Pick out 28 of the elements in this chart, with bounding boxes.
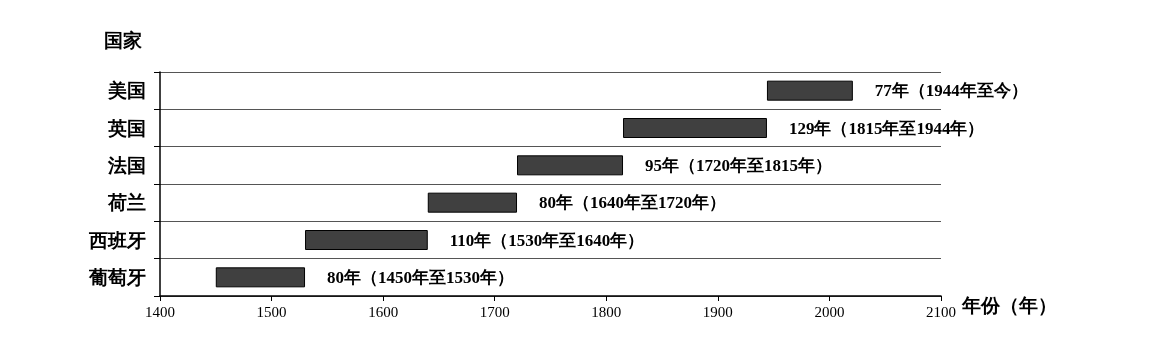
y-tick-label: 美国 xyxy=(107,80,146,102)
x-tick-label: 1600 xyxy=(368,303,399,320)
data-label: 129年（1815年至1944年） xyxy=(788,118,985,138)
y-tick-label: 法国 xyxy=(107,154,146,176)
data-label: 80年（1450年至1530年） xyxy=(327,267,515,287)
y-axis-title: 国家 xyxy=(104,30,142,51)
bar xyxy=(517,155,624,176)
data-label: 95年（1720年至1815年） xyxy=(645,155,833,175)
x-tick-label: 1500 xyxy=(256,303,287,320)
bar xyxy=(215,267,306,288)
x-tick-label: 1700 xyxy=(479,303,510,320)
data-label: 110年（1530年至1640年） xyxy=(449,230,645,250)
x-tick-label: 1400 xyxy=(145,303,175,320)
bar xyxy=(427,192,518,213)
data-label: 77年（1944年至今） xyxy=(874,81,1028,101)
x-tick-label: 1900 xyxy=(702,303,733,320)
y-tick-label: 英国 xyxy=(107,117,146,139)
bar xyxy=(305,230,428,250)
bar xyxy=(766,80,853,101)
x-tick-label: 2000 xyxy=(814,303,845,320)
x-axis-title: 年份（年） xyxy=(960,295,1057,316)
bar xyxy=(623,118,767,138)
data-label: 80年（1640年至1720年） xyxy=(539,193,727,213)
y-tick-label: 西班牙 xyxy=(88,229,146,251)
y-tick-label: 葡萄牙 xyxy=(88,266,146,288)
x-tick-label: 2100 xyxy=(926,303,956,320)
y-tick-label: 荷兰 xyxy=(107,192,146,214)
x-tick-label: 1800 xyxy=(591,303,622,320)
